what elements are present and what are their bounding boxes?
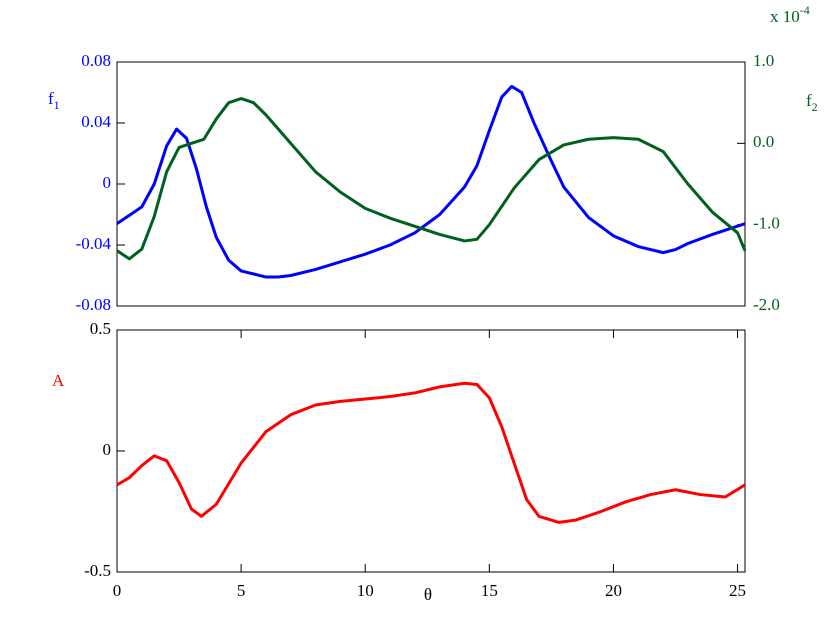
data-line xyxy=(116,381,746,524)
y-tick-label: 0 xyxy=(103,440,112,459)
y-tick-label: 0 xyxy=(103,173,112,192)
y2-multiplier: x 10-4 xyxy=(770,3,810,26)
y-tick-label: -0.08 xyxy=(76,295,111,314)
x-axis-label: θ xyxy=(424,585,432,604)
plot-frame xyxy=(116,61,746,307)
x-tick-label: 5 xyxy=(237,581,246,600)
y-tick-label: -0.5 xyxy=(84,561,111,580)
y-tick-label: 0.04 xyxy=(81,112,111,131)
y2-tick-label: -2.0 xyxy=(753,295,780,314)
y-axis-label: A xyxy=(52,371,65,390)
y2-tick-label: -1.0 xyxy=(753,214,780,233)
y2-tick-label: 1.0 xyxy=(753,51,774,70)
y-tick-label: -0.04 xyxy=(76,234,112,253)
y2-label-subscript: 2 xyxy=(812,100,818,114)
y2-tick-label: 0.0 xyxy=(753,132,774,151)
y-label-text: f xyxy=(48,89,54,108)
plot-frame xyxy=(116,329,746,573)
multiplier-text: x 10 xyxy=(770,7,800,26)
x-tick-label: 20 xyxy=(605,581,622,600)
x-tick-label: 10 xyxy=(357,581,374,600)
y2-label-text: f xyxy=(806,91,812,110)
x-tick-label: 25 xyxy=(729,581,746,600)
x-tick-label: 15 xyxy=(481,581,498,600)
y2-axis-label: f2 xyxy=(806,91,818,114)
y-tick-label: 0.5 xyxy=(90,319,111,338)
y-axis-label: f1 xyxy=(48,89,60,112)
data-line xyxy=(116,84,746,279)
x-tick-label: 0 xyxy=(113,581,122,600)
multiplier-exponent: -4 xyxy=(800,3,810,17)
y-tick-label: 0.08 xyxy=(81,51,111,70)
data-line xyxy=(116,97,747,261)
y-label-subscript: 1 xyxy=(54,98,60,112)
